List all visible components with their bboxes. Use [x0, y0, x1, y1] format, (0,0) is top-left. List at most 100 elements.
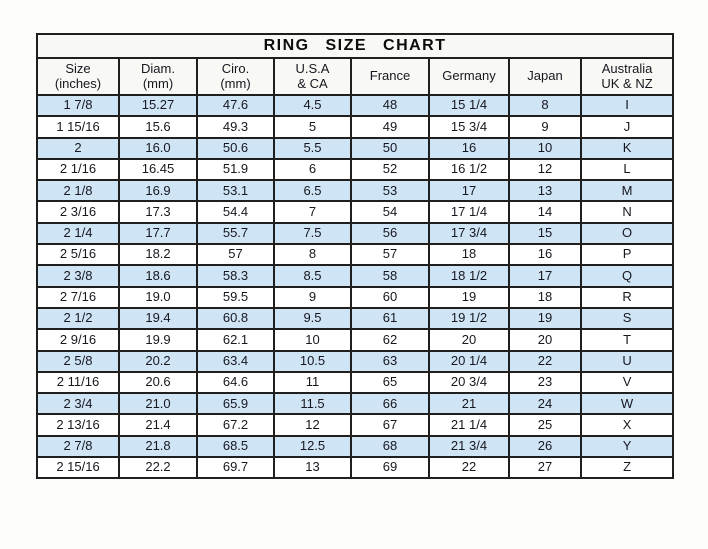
table-cell: 2 15/16	[36, 456, 120, 480]
table-body: 1 7/8 15.27 47.6 4.5 48 15 1/4 8 I 1 15/16 15.6 49…	[36, 93, 675, 480]
table-cell: 19	[428, 285, 510, 309]
table-cell: 60	[350, 285, 430, 309]
table-cell: L	[579, 157, 675, 182]
ring-size-table: RING SIZE CHART Size (inches) Diam. (mm)…	[35, 33, 675, 480]
table-cell: 63	[350, 349, 430, 373]
table-cell: 21.4	[118, 413, 198, 437]
table-cell: 68.5	[196, 434, 275, 459]
table-cell: 61	[350, 306, 430, 331]
table-cell: 18.2	[118, 243, 198, 267]
table-cell: 10.5	[273, 349, 352, 373]
table-cell: 57	[350, 243, 430, 267]
table-cell: 2 7/16	[36, 285, 120, 309]
column-header-size: Size (inches)	[36, 57, 120, 96]
table-cell: 23	[508, 370, 582, 395]
table-cell: 9	[273, 285, 352, 309]
table-cell: 64.6	[196, 370, 275, 395]
table-cell: 65.9	[196, 392, 275, 416]
table-cell: 15 3/4	[428, 115, 510, 139]
table-cell: 2 7/8	[36, 434, 120, 459]
header-line: U.S.A	[295, 60, 330, 76]
table-cell: 24	[508, 392, 582, 416]
table-cell: 2 1/4	[36, 221, 120, 246]
table-row: 2 5/8 20.2 63.4 10.5 63 20 1/4 22 U	[36, 349, 675, 373]
table-cell: 22	[428, 456, 510, 480]
header-line: France	[369, 68, 411, 84]
table-cell: 8.5	[273, 264, 352, 288]
table-cell: 20	[508, 328, 582, 352]
table-cell: 47.6	[196, 93, 275, 118]
table-row: 2 7/16 19.0 59.5 9 60 19 18 R	[36, 285, 675, 309]
table-cell: O	[579, 221, 675, 246]
table-cell: 2 1/8	[36, 179, 120, 203]
table-cell: 18	[508, 285, 582, 309]
table-cell: 62.1	[196, 328, 275, 352]
table-cell: 60.8	[196, 306, 275, 331]
table-cell: T	[579, 328, 675, 352]
header-line: (inches)	[54, 75, 102, 91]
table-row: 2 11/16 20.6 64.6 11 65 20 3/4 23 V	[36, 370, 675, 395]
table-cell: 19.9	[118, 328, 198, 352]
table-cell: 9	[508, 115, 582, 139]
table-cell: 59.5	[196, 285, 275, 309]
table-cell: Z	[579, 456, 675, 480]
table-cell: 50	[350, 136, 430, 160]
table-cell: 54.4	[196, 200, 275, 224]
column-header-germany: Germany	[428, 57, 510, 96]
table-row: 2 13/16 21.4 67.2 12 67 21 1/4 25 X	[36, 413, 675, 437]
table-cell: 49	[350, 115, 430, 139]
table-cell: 16.45	[118, 157, 198, 182]
table-cell: 10	[508, 136, 582, 160]
table-row: 1 7/8 15.27 47.6 4.5 48 15 1/4 8 I	[36, 93, 675, 118]
table-cell: 7	[273, 200, 352, 224]
header-line: Australia	[601, 60, 653, 76]
header-line: Diam.	[141, 60, 175, 76]
table-cell: 11.5	[273, 392, 352, 416]
table-cell: 19	[508, 306, 582, 331]
chart-title: RING SIZE CHART	[35, 33, 675, 59]
table-cell: N	[579, 200, 675, 224]
table-row: 2 3/4 21.0 65.9 11.5 66 21 24 W	[36, 392, 675, 416]
table-cell: 20 1/4	[428, 349, 510, 373]
table-row: 2 3/16 17.3 54.4 7 54 17 1/4 14 N	[36, 200, 675, 224]
table-cell: 2 1/2	[36, 306, 120, 331]
table-cell: 12	[273, 413, 352, 437]
header-line: Ciro.	[221, 60, 250, 76]
table-cell: 16 1/2	[428, 157, 510, 182]
table-cell: 21.8	[118, 434, 198, 459]
table-cell: 4.5	[273, 93, 352, 118]
table-cell: 26	[508, 434, 582, 459]
table-cell: 19.4	[118, 306, 198, 331]
ring-size-chart: RING SIZE CHART Size (inches) Diam. (mm)…	[35, 33, 675, 480]
table-row: 2 3/8 18.6 58.3 8.5 58 18 1/2 17 Q	[36, 264, 675, 288]
table-cell: 20.6	[118, 370, 198, 395]
table-cell: 15.6	[118, 115, 198, 139]
table-cell: 54	[350, 200, 430, 224]
table-cell: 68	[350, 434, 430, 459]
table-cell: 17.3	[118, 200, 198, 224]
table-cell: X	[579, 413, 675, 437]
table-row: 2 1/4 17.7 55.7 7.5 56 17 3/4 15 O	[36, 221, 675, 246]
table-row: 2 7/8 21.8 68.5 12.5 68 21 3/4 26 Y	[36, 434, 675, 459]
table-cell: 50.6	[196, 136, 275, 160]
table-cell: 17	[428, 179, 510, 203]
table-cell: 17 3/4	[428, 221, 510, 246]
table-cell: 67.2	[196, 413, 275, 437]
table-cell: 7.5	[273, 221, 352, 246]
table-cell: 1 15/16	[36, 115, 120, 139]
table-cell: 2 3/16	[36, 200, 120, 224]
table-cell: 20.2	[118, 349, 198, 373]
table-row: 2 9/16 19.9 62.1 10 62 20 20 T	[36, 328, 675, 352]
table-cell: 21.0	[118, 392, 198, 416]
table-cell: 2 13/16	[36, 413, 120, 437]
table-cell: I	[579, 93, 675, 118]
table-cell: 9.5	[273, 306, 352, 331]
table-cell: 18 1/2	[428, 264, 510, 288]
table-cell: 2 9/16	[36, 328, 120, 352]
table-cell: 17 1/4	[428, 200, 510, 224]
table-cell: 25	[508, 413, 582, 437]
header-line: Size	[65, 60, 91, 76]
table-cell: K	[579, 136, 675, 160]
table-cell: 5.5	[273, 136, 352, 160]
table-cell: 18.6	[118, 264, 198, 288]
